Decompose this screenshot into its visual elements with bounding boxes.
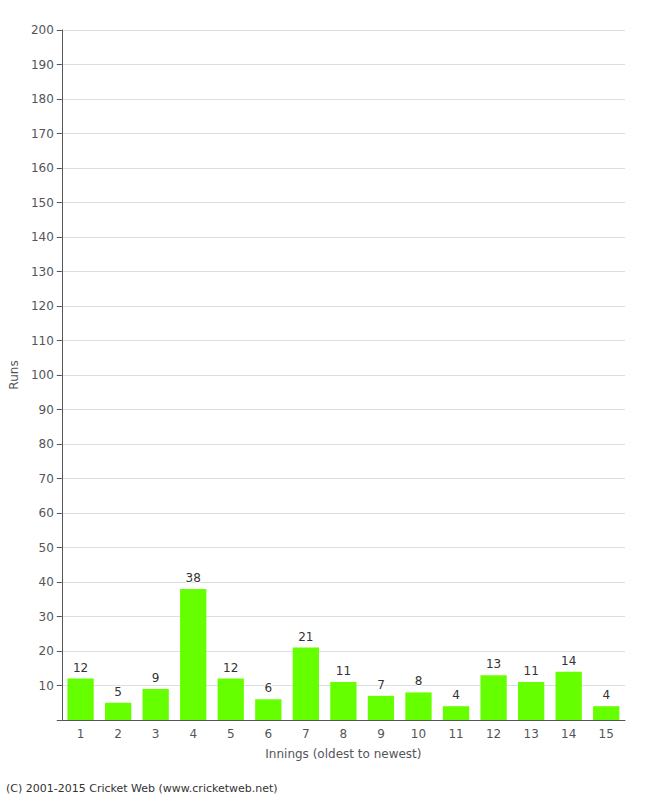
svg-text:13: 13 bbox=[523, 727, 538, 741]
svg-text:3: 3 bbox=[152, 727, 160, 741]
svg-text:150: 150 bbox=[31, 196, 54, 210]
svg-text:13: 13 bbox=[486, 657, 501, 671]
svg-text:170: 170 bbox=[31, 127, 54, 141]
svg-text:20: 20 bbox=[39, 644, 54, 658]
svg-text:140: 140 bbox=[31, 230, 54, 244]
svg-text:14: 14 bbox=[561, 654, 576, 668]
svg-text:4: 4 bbox=[452, 688, 460, 702]
svg-text:10: 10 bbox=[39, 679, 54, 693]
svg-text:2: 2 bbox=[114, 727, 122, 741]
svg-text:90: 90 bbox=[39, 403, 54, 417]
svg-text:10: 10 bbox=[411, 727, 426, 741]
svg-text:(C) 2001-2015 Cricket Web (www: (C) 2001-2015 Cricket Web (www.cricketwe… bbox=[6, 782, 278, 795]
svg-text:12: 12 bbox=[223, 661, 238, 675]
svg-text:7: 7 bbox=[302, 727, 310, 741]
svg-text:Runs: Runs bbox=[7, 360, 21, 389]
svg-text:8: 8 bbox=[340, 727, 348, 741]
svg-text:70: 70 bbox=[39, 472, 54, 486]
svg-text:5: 5 bbox=[227, 727, 235, 741]
svg-text:6: 6 bbox=[264, 681, 272, 695]
svg-text:5: 5 bbox=[114, 685, 122, 699]
svg-text:11: 11 bbox=[523, 664, 538, 678]
svg-text:130: 130 bbox=[31, 265, 54, 279]
svg-text:12: 12 bbox=[73, 661, 88, 675]
svg-text:12: 12 bbox=[486, 727, 501, 741]
svg-text:190: 190 bbox=[31, 58, 54, 72]
svg-text:120: 120 bbox=[31, 299, 54, 313]
svg-text:6: 6 bbox=[264, 727, 272, 741]
svg-text:8: 8 bbox=[415, 674, 423, 688]
svg-text:7: 7 bbox=[377, 678, 385, 692]
svg-text:21: 21 bbox=[298, 630, 313, 644]
svg-text:11: 11 bbox=[448, 727, 463, 741]
svg-text:200: 200 bbox=[31, 23, 54, 37]
svg-text:38: 38 bbox=[186, 571, 201, 585]
svg-text:30: 30 bbox=[39, 610, 54, 624]
svg-text:110: 110 bbox=[31, 334, 54, 348]
svg-text:40: 40 bbox=[39, 575, 54, 589]
svg-text:11: 11 bbox=[336, 664, 351, 678]
svg-text:4: 4 bbox=[602, 688, 610, 702]
svg-text:4: 4 bbox=[189, 727, 197, 741]
svg-text:50: 50 bbox=[39, 541, 54, 555]
svg-text:15: 15 bbox=[599, 727, 614, 741]
svg-text:160: 160 bbox=[31, 161, 54, 175]
svg-text:14: 14 bbox=[561, 727, 576, 741]
svg-text:80: 80 bbox=[39, 437, 54, 451]
svg-text:1: 1 bbox=[77, 727, 85, 741]
svg-text:100: 100 bbox=[31, 368, 54, 382]
svg-text:180: 180 bbox=[31, 92, 54, 106]
svg-text:Innings (oldest to newest): Innings (oldest to newest) bbox=[265, 747, 421, 761]
svg-text:9: 9 bbox=[377, 727, 385, 741]
svg-text:9: 9 bbox=[152, 671, 160, 685]
svg-text:60: 60 bbox=[39, 506, 54, 520]
